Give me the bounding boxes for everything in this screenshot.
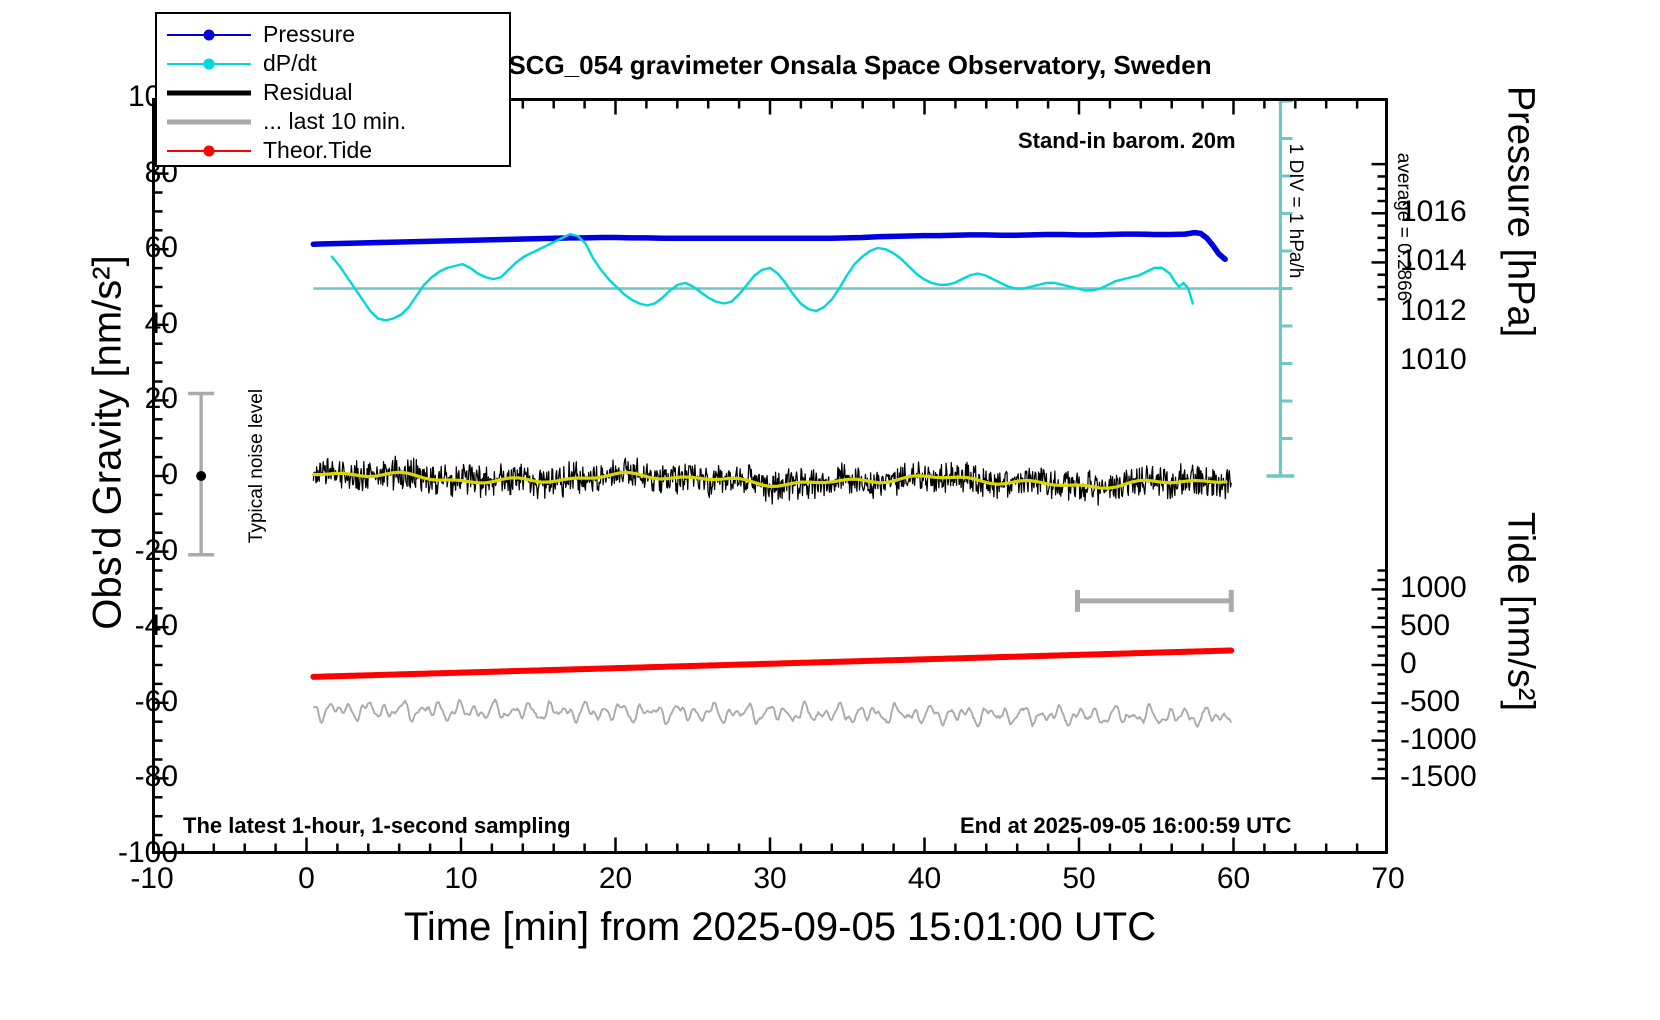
y-tick-label-right-pressure: 1010 bbox=[1400, 342, 1467, 376]
y-tick-label-right-tide: 0 bbox=[1400, 647, 1417, 680]
legend-swatch-icon bbox=[167, 83, 251, 103]
x-tick-label: 0 bbox=[298, 862, 315, 895]
legend-item[interactable]: Pressure bbox=[167, 20, 499, 49]
x-axis-label: Time [min] from 2025-09-05 15:01:00 UTC bbox=[403, 905, 1157, 949]
chart-legend: Pressure dP/dt Residual ... last 10 min. The… bbox=[155, 12, 511, 167]
legend-item[interactable]: dP/dt bbox=[167, 49, 499, 78]
annotation-sampling-note: The latest 1-hour, 1-second sampling bbox=[183, 813, 571, 838]
y-tick-label-left: -20 bbox=[134, 533, 178, 567]
annotation-dpdt-average: average = 0.2866 bbox=[1393, 152, 1414, 302]
y-tick-label-left: 40 bbox=[144, 306, 178, 340]
x-tick-label: 70 bbox=[1371, 862, 1405, 895]
legend-swatch-icon bbox=[167, 141, 251, 161]
x-tick-label: 20 bbox=[598, 862, 633, 895]
last-10-min-span-bar bbox=[1075, 589, 1234, 612]
legend-line-icon bbox=[167, 119, 251, 124]
legend-marker-icon bbox=[203, 29, 215, 40]
x-tick-label: 10 bbox=[444, 862, 478, 895]
y-tick-label-left: 20 bbox=[144, 382, 178, 416]
x-tick-label: 40 bbox=[907, 862, 942, 895]
legend-marker-icon bbox=[203, 145, 215, 156]
plot-svg bbox=[188, 101, 1295, 728]
legend-line-icon bbox=[167, 90, 251, 95]
series-theoretical-tide bbox=[310, 647, 1235, 680]
x-tick-label: 60 bbox=[1216, 862, 1251, 895]
x-tick-label: 30 bbox=[753, 862, 787, 895]
legend-item-label: Theor.Tide bbox=[263, 137, 373, 163]
legend-swatch-icon bbox=[167, 112, 251, 132]
legend-item[interactable]: Residual bbox=[167, 78, 499, 107]
y-tick-label-left: -80 bbox=[134, 760, 178, 794]
annotation-div-scale: 1 DIV = 1 hPa/h bbox=[1285, 143, 1306, 279]
y-tick-label-left: -40 bbox=[134, 609, 178, 643]
series-dpdt bbox=[330, 232, 1195, 322]
x-tick-label: -10 bbox=[130, 862, 174, 895]
y-tick-label-left: 0 bbox=[161, 458, 178, 491]
annotation-end-time: End at 2025-09-05 16:00:59 UTC bbox=[960, 813, 1292, 838]
y-tick-label-right-tide: -1000 bbox=[1400, 722, 1477, 756]
legend-item-label: Residual bbox=[263, 79, 353, 105]
x-tick-label: 50 bbox=[1062, 862, 1096, 895]
errorbar-center-dot bbox=[196, 471, 207, 481]
series-residual-smoothed bbox=[311, 470, 1228, 490]
y-tick-label-left: 60 bbox=[144, 231, 178, 265]
y-tick-label-left: -60 bbox=[134, 684, 178, 718]
annotation-stand-in-barometer: Stand-in barom. 20m bbox=[1018, 128, 1236, 153]
legend-swatch-icon bbox=[167, 54, 251, 74]
chart-title: SCG_054 gravimeter Onsala Space Observat… bbox=[508, 50, 1212, 80]
y-tick-label-right-tide: 500 bbox=[1400, 609, 1451, 643]
legend-item-label: ... last 10 min. bbox=[263, 108, 407, 134]
y-tick-label-right-pressure: 1014 bbox=[1400, 244, 1467, 278]
legend-item-label: dP/dt bbox=[263, 50, 317, 76]
typical-noise-errorbar bbox=[188, 391, 215, 557]
plot-canvas bbox=[155, 101, 1385, 851]
legend-item[interactable]: ... last 10 min. bbox=[167, 107, 499, 136]
y-tick-label-right-tide: -500 bbox=[1400, 684, 1461, 718]
annotation-typical-noise-level: Typical noise level bbox=[246, 388, 267, 544]
legend-item-label: Pressure bbox=[263, 21, 356, 47]
y-tick-label-right-pressure: 1012 bbox=[1400, 293, 1467, 327]
y-tick-label-right-tide: -1500 bbox=[1400, 760, 1477, 794]
legend-marker-icon bbox=[203, 58, 215, 69]
legend-swatch-icon bbox=[167, 25, 251, 45]
plot-area bbox=[152, 98, 1388, 854]
dpdt-scale-bar bbox=[1266, 101, 1295, 478]
series-pressure bbox=[310, 229, 1228, 263]
series-last-10-min bbox=[312, 698, 1233, 728]
y-tick-label-right-tide: 1000 bbox=[1400, 571, 1467, 605]
y-tick-label-right-pressure: 1016 bbox=[1400, 195, 1467, 229]
legend-item[interactable]: Theor.Tide bbox=[167, 136, 499, 165]
